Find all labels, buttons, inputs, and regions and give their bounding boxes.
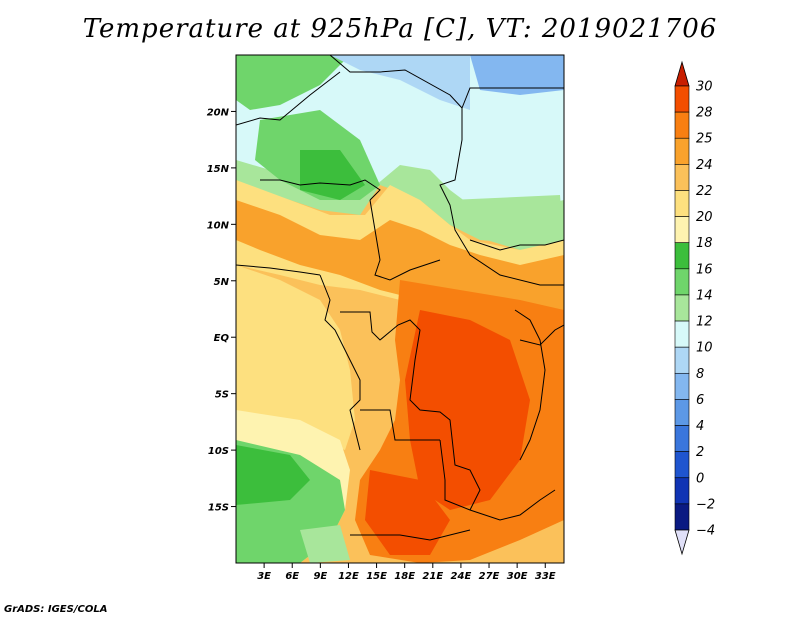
field-green-nw [236,55,350,110]
map-frame [235,54,565,564]
colorbar-segment [674,477,690,505]
border-sahel [260,179,381,201]
border-congo-drc [340,311,481,511]
colorbar-segment [674,242,690,270]
field-hot-south [365,470,450,555]
lon-tick-label: 12E [338,571,359,582]
colorbar-segment [674,294,690,322]
colorbar-segment [674,399,690,426]
colorbar-label: 12 [696,315,713,330]
lat-tick-label: 15S [208,503,229,514]
border-east-uganda [519,324,564,346]
colorbar-segment [674,320,690,348]
colorbar-segment [674,425,690,452]
field-green-dark [300,150,365,200]
colorbar-label: 0 [696,471,704,486]
colorbar-label: 18 [696,236,713,251]
border-north-west [236,71,341,126]
lat-tick-label: 5N [214,277,230,288]
colorbar-segment [674,164,690,191]
longitude-axis: 3E 6E 9E 12E 15E 18E 21E 24E 27E 30E 33E [257,563,556,582]
temperature-field [236,55,564,563]
colorbar-segment [674,372,690,400]
lat-tick-label: 20N [207,107,230,118]
lon-tick-label: 21E [422,571,443,582]
colorbar-label: 10 [696,341,713,356]
colorbar-top-cap [674,60,690,87]
lon-tick-label: 15E [366,571,387,582]
grads-credit: GrADS: IGES/COLA [4,604,108,615]
colorbar-label: −4 [696,524,715,539]
colorbar-segment [674,190,690,217]
colorbar-label: 25 [696,132,713,147]
border-atlantic-coast [319,274,361,451]
colorbar-label: 20 [696,210,713,225]
lon-tick-label: 24E [451,571,472,582]
colorbar-label: 4 [696,419,704,434]
country-borders [236,55,564,541]
colorbar-label: −2 [696,497,715,512]
lon-tick-label: 27E [479,571,500,582]
border-east-lakes [514,309,546,461]
lon-tick-label: 30E [507,571,528,582]
colorbar-segment [674,111,690,139]
field-hot-center [405,310,530,510]
lon-tick-label: 6E [285,571,299,582]
border-egypt [461,87,564,109]
colorbar-segment [674,85,690,113]
colorbar-segment [674,268,690,296]
border-angola-north [360,409,440,441]
lon-tick-label: 9E [313,571,327,582]
lat-tick-label: 10N [207,220,230,231]
colorbar-label: 28 [696,106,713,121]
lat-tick-label: EQ [214,333,230,344]
colorbar-label: 2 [696,445,704,460]
colorbar-bottom-cap [674,529,690,556]
colorbar-label: 22 [696,184,713,199]
field-blue-north [330,55,470,110]
border-west-africa-coast [236,264,321,276]
lon-tick-label: 18E [394,571,415,582]
colorbar-segment [674,451,690,479]
colorbar-label: 30 [696,80,713,95]
colorbar-label: 8 [696,367,704,382]
field-green-sw-dark [236,445,310,505]
border-sudan [469,239,564,251]
field-pale-green-sw [300,525,350,563]
colorbar-segment [674,503,690,531]
lon-tick-label: 3E [257,571,271,582]
border-chad-car [369,199,441,281]
field-blue-ne [470,55,564,95]
lon-tick-label: 33E [535,571,556,582]
border-namibia [350,529,471,541]
border-zambia [439,439,556,521]
colorbar-segment [674,346,690,374]
colorbar-label: 6 [696,393,704,408]
field-green-east [450,195,564,250]
colorbar-label: 24 [696,158,713,173]
colorbar-label: 14 [696,288,713,303]
lat-tick-label: 15N [207,164,230,175]
lat-tick-label: 10S [208,446,229,457]
colorbar-segment [674,137,690,165]
colorbar-segment [674,216,690,244]
latitude-axis: 20N 15N 10N 5N EQ 5S 10S 15S [207,107,236,514]
map-title: Temperature at 925hPa [C], VT: 201902170… [82,14,718,44]
colorbar-label: 16 [696,262,713,277]
field-yellow-west [236,265,355,450]
lat-tick-label: 5S [215,390,229,401]
border-north-east [329,55,564,286]
